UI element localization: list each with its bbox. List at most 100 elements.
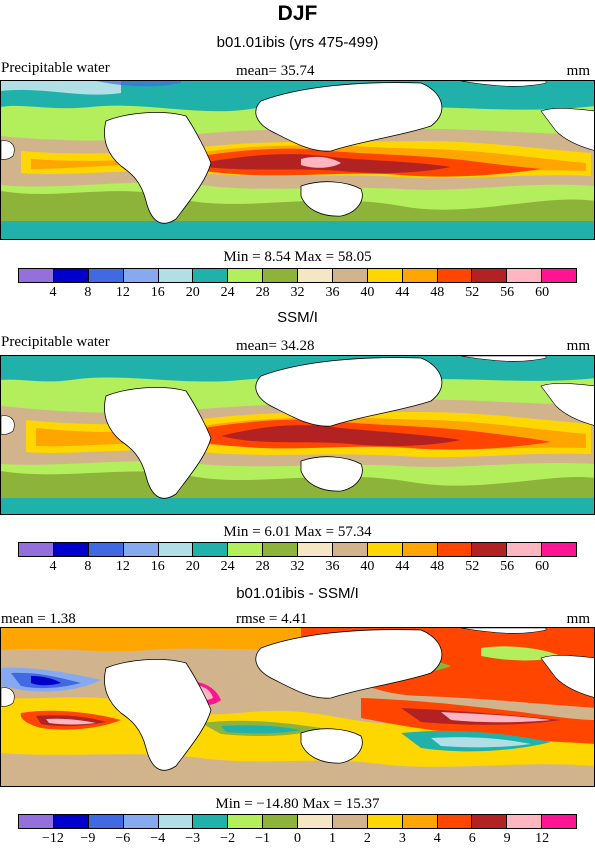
- colorbar-tick-label: 20: [185, 285, 200, 300]
- colorbar-swatch: [228, 815, 264, 828]
- panel3-mean-label: mean = 1.38: [1, 611, 76, 627]
- colorbar-tick-label: 2: [363, 831, 371, 846]
- colorbar-tick-label: 44: [395, 285, 410, 300]
- colorbar-tick-label: 40: [360, 285, 375, 300]
- colorbar-swatch: [507, 815, 543, 828]
- colorbar-tick-label: −3: [185, 831, 201, 846]
- colorbar-tick-label: 60: [535, 559, 550, 574]
- panel1-colorbar-ticks: 4 8 12 16 20 24 28 32 36 40 44 48 52 56 60: [18, 285, 577, 303]
- colorbar-tick-label: 4: [49, 285, 57, 300]
- panel1-min-max: Min = 8.54 Max = 58.05: [223, 249, 372, 265]
- colorbar-tick-label: −4: [150, 831, 166, 846]
- panel3-min-max: Min = −14.80 Max = 15.37: [215, 796, 380, 812]
- colorbar-tick-label: 24: [220, 285, 235, 300]
- colorbar-tick-label: 9: [503, 831, 511, 846]
- colorbar-swatch: [88, 543, 124, 556]
- colorbar-swatch: [123, 269, 159, 282]
- panel3-units: mm: [566, 611, 590, 627]
- colorbar-tick-label: 4: [49, 559, 57, 574]
- colorbar-swatch: [367, 543, 403, 556]
- panel2-mean-label: mean= 34.28: [236, 338, 315, 354]
- colorbar-tick-label: 12: [115, 285, 130, 300]
- colorbar-tick-label: 20: [185, 559, 200, 574]
- colorbar-swatch: [19, 543, 54, 556]
- colorbar-swatch: [88, 269, 124, 282]
- colorbar-swatch: [123, 543, 159, 556]
- colorbar-swatch: [298, 543, 333, 556]
- colorbar-tick-label: 56: [500, 559, 515, 574]
- colorbar-tick-label: 1: [328, 831, 336, 846]
- colorbar-swatch: [472, 269, 508, 282]
- colorbar-tick-label: 36: [325, 285, 340, 300]
- colorbar-tick-label: 3: [398, 831, 406, 846]
- colorbar-swatch: [437, 815, 473, 828]
- main-title: DJF: [277, 2, 318, 25]
- panel1-map: [0, 80, 595, 240]
- colorbar-tick-label: 4: [433, 831, 441, 846]
- panel1-units: mm: [566, 63, 590, 79]
- colorbar-swatch: [542, 543, 576, 556]
- colorbar-tick-label: −12: [41, 831, 64, 846]
- colorbar-swatch: [158, 543, 194, 556]
- colorbar-swatch: [19, 269, 54, 282]
- colorbar-tick-label: 32: [290, 285, 305, 300]
- colorbar-tick-label: 12: [535, 831, 550, 846]
- colorbar-tick-label: 44: [395, 559, 410, 574]
- panel2-min-max: Min = 6.01 Max = 57.34: [223, 524, 372, 540]
- colorbar-tick-label: −1: [255, 831, 271, 846]
- colorbar-tick-label: 0: [294, 831, 301, 846]
- panel1-map-field: [1, 81, 594, 239]
- colorbar-tick-label: 48: [430, 285, 445, 300]
- colorbar-swatch: [193, 543, 229, 556]
- colorbar-swatch: [367, 269, 403, 282]
- panel1-left-label: Precipitable water: [1, 60, 110, 76]
- colorbar-swatch: [88, 815, 124, 828]
- colorbar-swatch: [402, 543, 438, 556]
- panel2-map: [0, 355, 595, 515]
- panel1-mean-label: mean= 35.74: [236, 63, 315, 79]
- colorbar-swatch: [158, 269, 194, 282]
- colorbar-tick-label: 28: [255, 285, 270, 300]
- panel2-map-field: [1, 356, 594, 514]
- colorbar-tick-label: −9: [80, 831, 96, 846]
- colorbar-tick-label: 52: [465, 285, 480, 300]
- colorbar-tick-label: 16: [150, 559, 165, 574]
- panel2-colorbar-ticks: 4 8 12 16 20 24 28 32 36 40 44 48 52 56 60: [18, 559, 577, 577]
- panel3-title: b01.01ibis - SSM/I: [236, 585, 359, 602]
- colorbar-tick-label: 8: [84, 559, 92, 574]
- colorbar-swatch: [437, 269, 473, 282]
- colorbar-swatch: [507, 543, 543, 556]
- colorbar-tick-label: 8: [84, 285, 92, 300]
- colorbar-swatch: [193, 815, 229, 828]
- colorbar-swatch: [53, 815, 89, 828]
- colorbar-swatch: [332, 543, 368, 556]
- colorbar-swatch: [332, 269, 368, 282]
- colorbar-swatch: [298, 815, 333, 828]
- panel3-colorbar-ticks: −12 −9 −6 −4 −3 −2 −1 0 1 2 3 4 6 9 12: [18, 831, 577, 849]
- colorbar-swatch: [228, 269, 264, 282]
- panel2-units: mm: [566, 338, 590, 354]
- colorbar-tick-label: 56: [500, 285, 515, 300]
- panel2-title: SSM/I: [277, 309, 318, 326]
- colorbar-tick-label: 6: [468, 831, 476, 846]
- colorbar-swatch: [263, 815, 298, 828]
- colorbar-swatch: [123, 815, 159, 828]
- colorbar-tick-label: 32: [290, 559, 305, 574]
- panel2-left-label: Precipitable water: [1, 334, 110, 350]
- colorbar-swatch: [263, 269, 298, 282]
- colorbar-swatch: [542, 269, 576, 282]
- colorbar-swatch: [193, 269, 229, 282]
- colorbar-swatch: [402, 269, 438, 282]
- colorbar-swatch: [158, 815, 194, 828]
- colorbar-tick-label: 12: [115, 559, 130, 574]
- colorbar-swatch: [53, 543, 89, 556]
- colorbar-swatch: [53, 269, 89, 282]
- colorbar-swatch: [367, 815, 403, 828]
- panel1-colorbar: [18, 268, 577, 283]
- colorbar-tick-label: 24: [220, 559, 235, 574]
- colorbar-swatch: [228, 543, 264, 556]
- panel2-colorbar: [18, 542, 577, 557]
- colorbar-swatch: [507, 269, 543, 282]
- panel3-rmse-label: rmse = 4.41: [236, 611, 308, 627]
- colorbar-tick-label: −6: [115, 831, 131, 846]
